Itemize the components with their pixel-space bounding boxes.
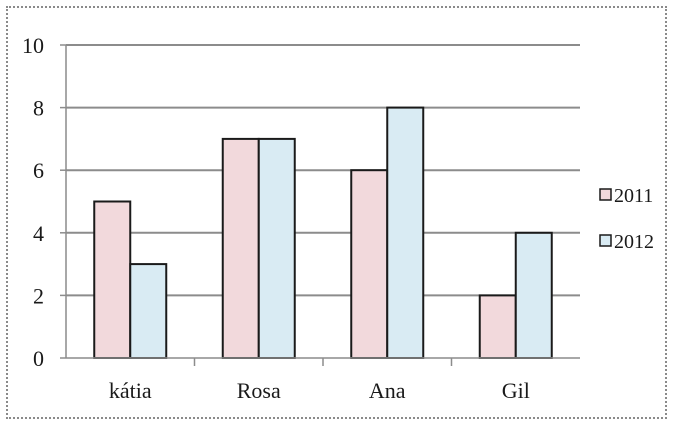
bar-kátia-2012	[129, 263, 168, 360]
bar-Rosa-2012	[257, 137, 296, 359]
category-label-1: Rosa	[237, 378, 281, 403]
bar-Gil-2011	[478, 294, 517, 359]
legend-swatch-2012	[599, 234, 612, 247]
legend-label-2011: 2011	[614, 185, 653, 207]
bar-Rosa-2011	[221, 137, 260, 359]
category-label-2: Ana	[369, 378, 406, 403]
legend-label-2012: 2012	[614, 231, 654, 253]
category-label-0: kátia	[109, 378, 152, 403]
y-tick-label-0: 0	[33, 346, 44, 371]
y-tick-labels: 0 2 4 6 8 10	[22, 33, 44, 371]
legend: 2011 2012	[599, 185, 654, 253]
axes	[60, 44, 580, 366]
chart-frame	[6, 6, 667, 419]
category-label-3: Gil	[502, 378, 530, 403]
y-tick-label-4: 4	[33, 221, 44, 246]
y-tick-label-2: 2	[33, 283, 44, 308]
bar-Ana-2011	[350, 169, 389, 359]
bar-kátia-2011	[93, 200, 132, 359]
bar-Ana-2012	[386, 106, 425, 359]
category-labels: kátia Rosa Ana Gil	[109, 378, 530, 403]
bar-Gil-2012	[514, 231, 553, 359]
y-tick-label-6: 6	[33, 158, 44, 183]
gridlines	[66, 44, 580, 297]
y-tick-label-10: 10	[22, 33, 44, 58]
bars	[93, 106, 553, 360]
y-tick-label-8: 8	[33, 96, 44, 121]
legend-swatch-2011	[599, 188, 612, 201]
